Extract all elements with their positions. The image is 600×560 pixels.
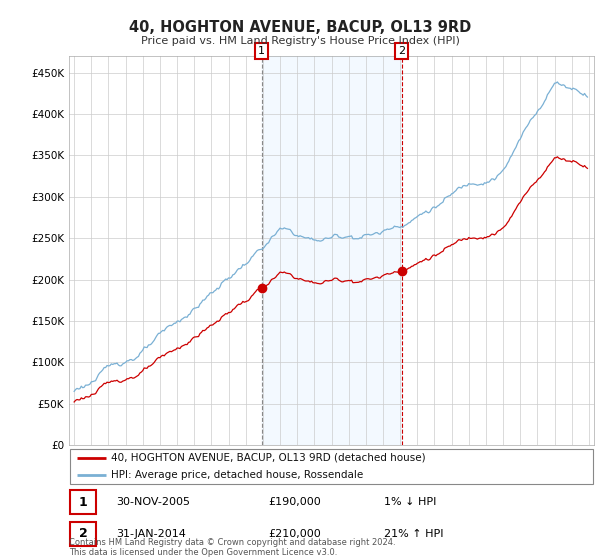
- Text: 1% ↓ HPI: 1% ↓ HPI: [384, 497, 436, 507]
- Text: HPI: Average price, detached house, Rossendale: HPI: Average price, detached house, Ross…: [111, 470, 363, 479]
- Text: 40, HOGHTON AVENUE, BACUP, OL13 9RD: 40, HOGHTON AVENUE, BACUP, OL13 9RD: [129, 20, 471, 35]
- Text: 1: 1: [79, 496, 88, 509]
- Text: 1: 1: [258, 46, 265, 56]
- FancyBboxPatch shape: [70, 449, 593, 484]
- Bar: [262, 56, 401, 445]
- Text: £190,000: £190,000: [269, 497, 321, 507]
- Text: £210,000: £210,000: [269, 529, 321, 539]
- Text: Contains HM Land Registry data © Crown copyright and database right 2024.
This d: Contains HM Land Registry data © Crown c…: [69, 538, 395, 557]
- FancyBboxPatch shape: [70, 521, 96, 546]
- Text: 2: 2: [398, 46, 405, 56]
- Text: 2: 2: [79, 527, 88, 540]
- Text: 30-NOV-2005: 30-NOV-2005: [116, 497, 190, 507]
- Text: 31-JAN-2014: 31-JAN-2014: [116, 529, 186, 539]
- Text: Price paid vs. HM Land Registry's House Price Index (HPI): Price paid vs. HM Land Registry's House …: [140, 36, 460, 46]
- Text: 40, HOGHTON AVENUE, BACUP, OL13 9RD (detached house): 40, HOGHTON AVENUE, BACUP, OL13 9RD (det…: [111, 453, 425, 463]
- Text: 21% ↑ HPI: 21% ↑ HPI: [384, 529, 443, 539]
- FancyBboxPatch shape: [70, 490, 96, 515]
